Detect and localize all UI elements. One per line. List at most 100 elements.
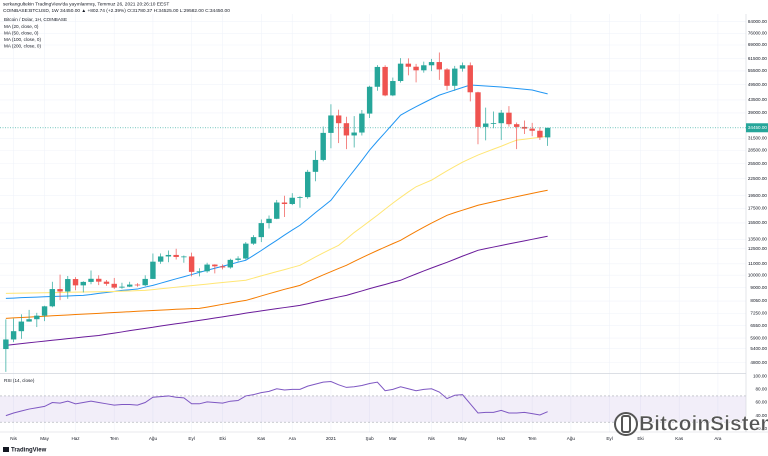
- x-tick-label: Ara: [289, 436, 297, 441]
- x-tick-label: Eyl: [188, 436, 194, 441]
- line: [5, 189, 548, 319]
- y-tick-label: 31500.00: [748, 136, 768, 141]
- footer: TradingView: [11, 448, 47, 454]
- candle-body: [96, 278, 102, 282]
- y-tick-label: 22500.00: [748, 176, 768, 181]
- candle-body: [405, 63, 412, 67]
- candle-body: [119, 286, 125, 288]
- candle-body: [490, 123, 497, 124]
- y-tick-label: 61500.00: [748, 56, 768, 61]
- candle-body: [320, 132, 326, 160]
- candle-body: [150, 261, 156, 279]
- x-tick-label: May: [40, 436, 49, 441]
- y-tick-label: 84000.00: [748, 19, 768, 24]
- candle-body: [18, 321, 25, 332]
- candle-body: [181, 256, 187, 258]
- last-price-label: 34450.00: [748, 125, 768, 130]
- candle-body: [26, 319, 32, 322]
- x-tick-label: Eyl: [606, 436, 612, 441]
- x-tick-label: Şub: [366, 436, 375, 441]
- chart-title: Bitcoin / Dolar, 1H, COINBASE: [4, 17, 67, 22]
- candle-body: [513, 124, 520, 127]
- y-tick-label: 43500.00: [748, 97, 768, 102]
- y-tick-label: 17500.00: [748, 206, 768, 211]
- candle-body: [390, 81, 396, 96]
- candle-body: [475, 92, 481, 127]
- x-tick-label: Ara: [714, 436, 722, 441]
- rsi-tick-label: 40.00: [756, 413, 768, 418]
- candle-body: [34, 315, 40, 320]
- y-tick-label: 39000.00: [748, 110, 768, 115]
- candle-body: [196, 271, 203, 273]
- y-tick-label: 13500.00: [748, 237, 768, 242]
- candle-body: [243, 243, 249, 259]
- candle-body: [41, 306, 48, 316]
- symbol-line: COINBASE:BTCUSD, 1W 34450.00 ▲ +802.74 (…: [3, 8, 230, 14]
- candle-body: [359, 113, 365, 133]
- candle-body: [49, 289, 56, 307]
- candle-body: [328, 115, 334, 133]
- candles: [3, 52, 551, 372]
- candle-body: [126, 284, 133, 287]
- candle-body: [111, 283, 117, 288]
- y-tick-label: 5400.00: [750, 346, 767, 351]
- watermark-logo: BitcoinSistemi: [614, 412, 768, 436]
- axes: 84000.00 76000.00 69000.00 61500.00 55500.00…: [0, 14, 768, 441]
- candle-body: [88, 278, 94, 282]
- x-tick-label: Haz: [71, 436, 80, 441]
- candle-body: [258, 223, 264, 238]
- candle-body: [498, 112, 504, 124]
- y-tick-label: 55500.00: [748, 68, 768, 73]
- grid: [0, 14, 746, 432]
- footer-logo: TradingView: [3, 447, 47, 454]
- x-tick-label: Eki: [637, 436, 643, 441]
- candle-body: [544, 127, 551, 138]
- x-tick-label: Ağu: [149, 436, 158, 441]
- x-tick-label: Eki: [219, 436, 225, 441]
- candle-body: [173, 254, 179, 257]
- candle-body: [452, 68, 458, 86]
- candle-body: [103, 281, 110, 284]
- candle-body: [297, 197, 303, 198]
- candle-body: [343, 123, 350, 136]
- x-tick-label: Kas: [257, 436, 266, 441]
- y-tick-label: 12500.00: [748, 246, 768, 251]
- candle-body: [529, 128, 535, 131]
- y-tick-label: 19500.00: [748, 193, 768, 198]
- rsi-tick-label: 20.00: [756, 426, 768, 431]
- line: [5, 235, 548, 346]
- candle-body: [157, 256, 164, 262]
- candle-body: [10, 331, 17, 340]
- x-tick-label: 2021: [326, 436, 337, 441]
- legend-entry: MA (50, close, 0): [4, 31, 39, 36]
- candle-body: [374, 66, 381, 87]
- moving-averages: [5, 84, 548, 346]
- candle-body: [537, 130, 543, 138]
- x-tick-label: Ağu: [567, 436, 576, 441]
- rsi-tick-label: 60.00: [756, 400, 768, 405]
- rsi-tick-label: 80.00: [756, 387, 768, 392]
- candle-body: [467, 65, 473, 93]
- x-tick-label: Tem: [528, 436, 537, 441]
- x-tick-label: Nis: [10, 436, 17, 441]
- rsi-tick-label: 100.00: [753, 373, 767, 378]
- x-tick-label: Tem: [110, 436, 119, 441]
- x-tick-label: Kas: [675, 436, 684, 441]
- candle-body: [3, 339, 9, 350]
- candle-body: [483, 123, 489, 127]
- y-tick-label: 69000.00: [748, 42, 768, 47]
- logo-mark: [621, 415, 631, 433]
- candle-body: [382, 66, 388, 96]
- x-tick-label: Mar: [389, 436, 397, 441]
- x-tick-label: Haz: [497, 436, 506, 441]
- legend-entry: MA (20, close, 0): [4, 24, 39, 29]
- y-tick-label: 10000.00: [748, 272, 768, 277]
- watermark: BitcoinSistemi: [639, 413, 768, 436]
- candle-body: [188, 256, 195, 272]
- candle-body: [506, 112, 512, 125]
- candle-body: [436, 62, 442, 70]
- candle-body: [134, 284, 141, 286]
- candle-body: [65, 279, 71, 292]
